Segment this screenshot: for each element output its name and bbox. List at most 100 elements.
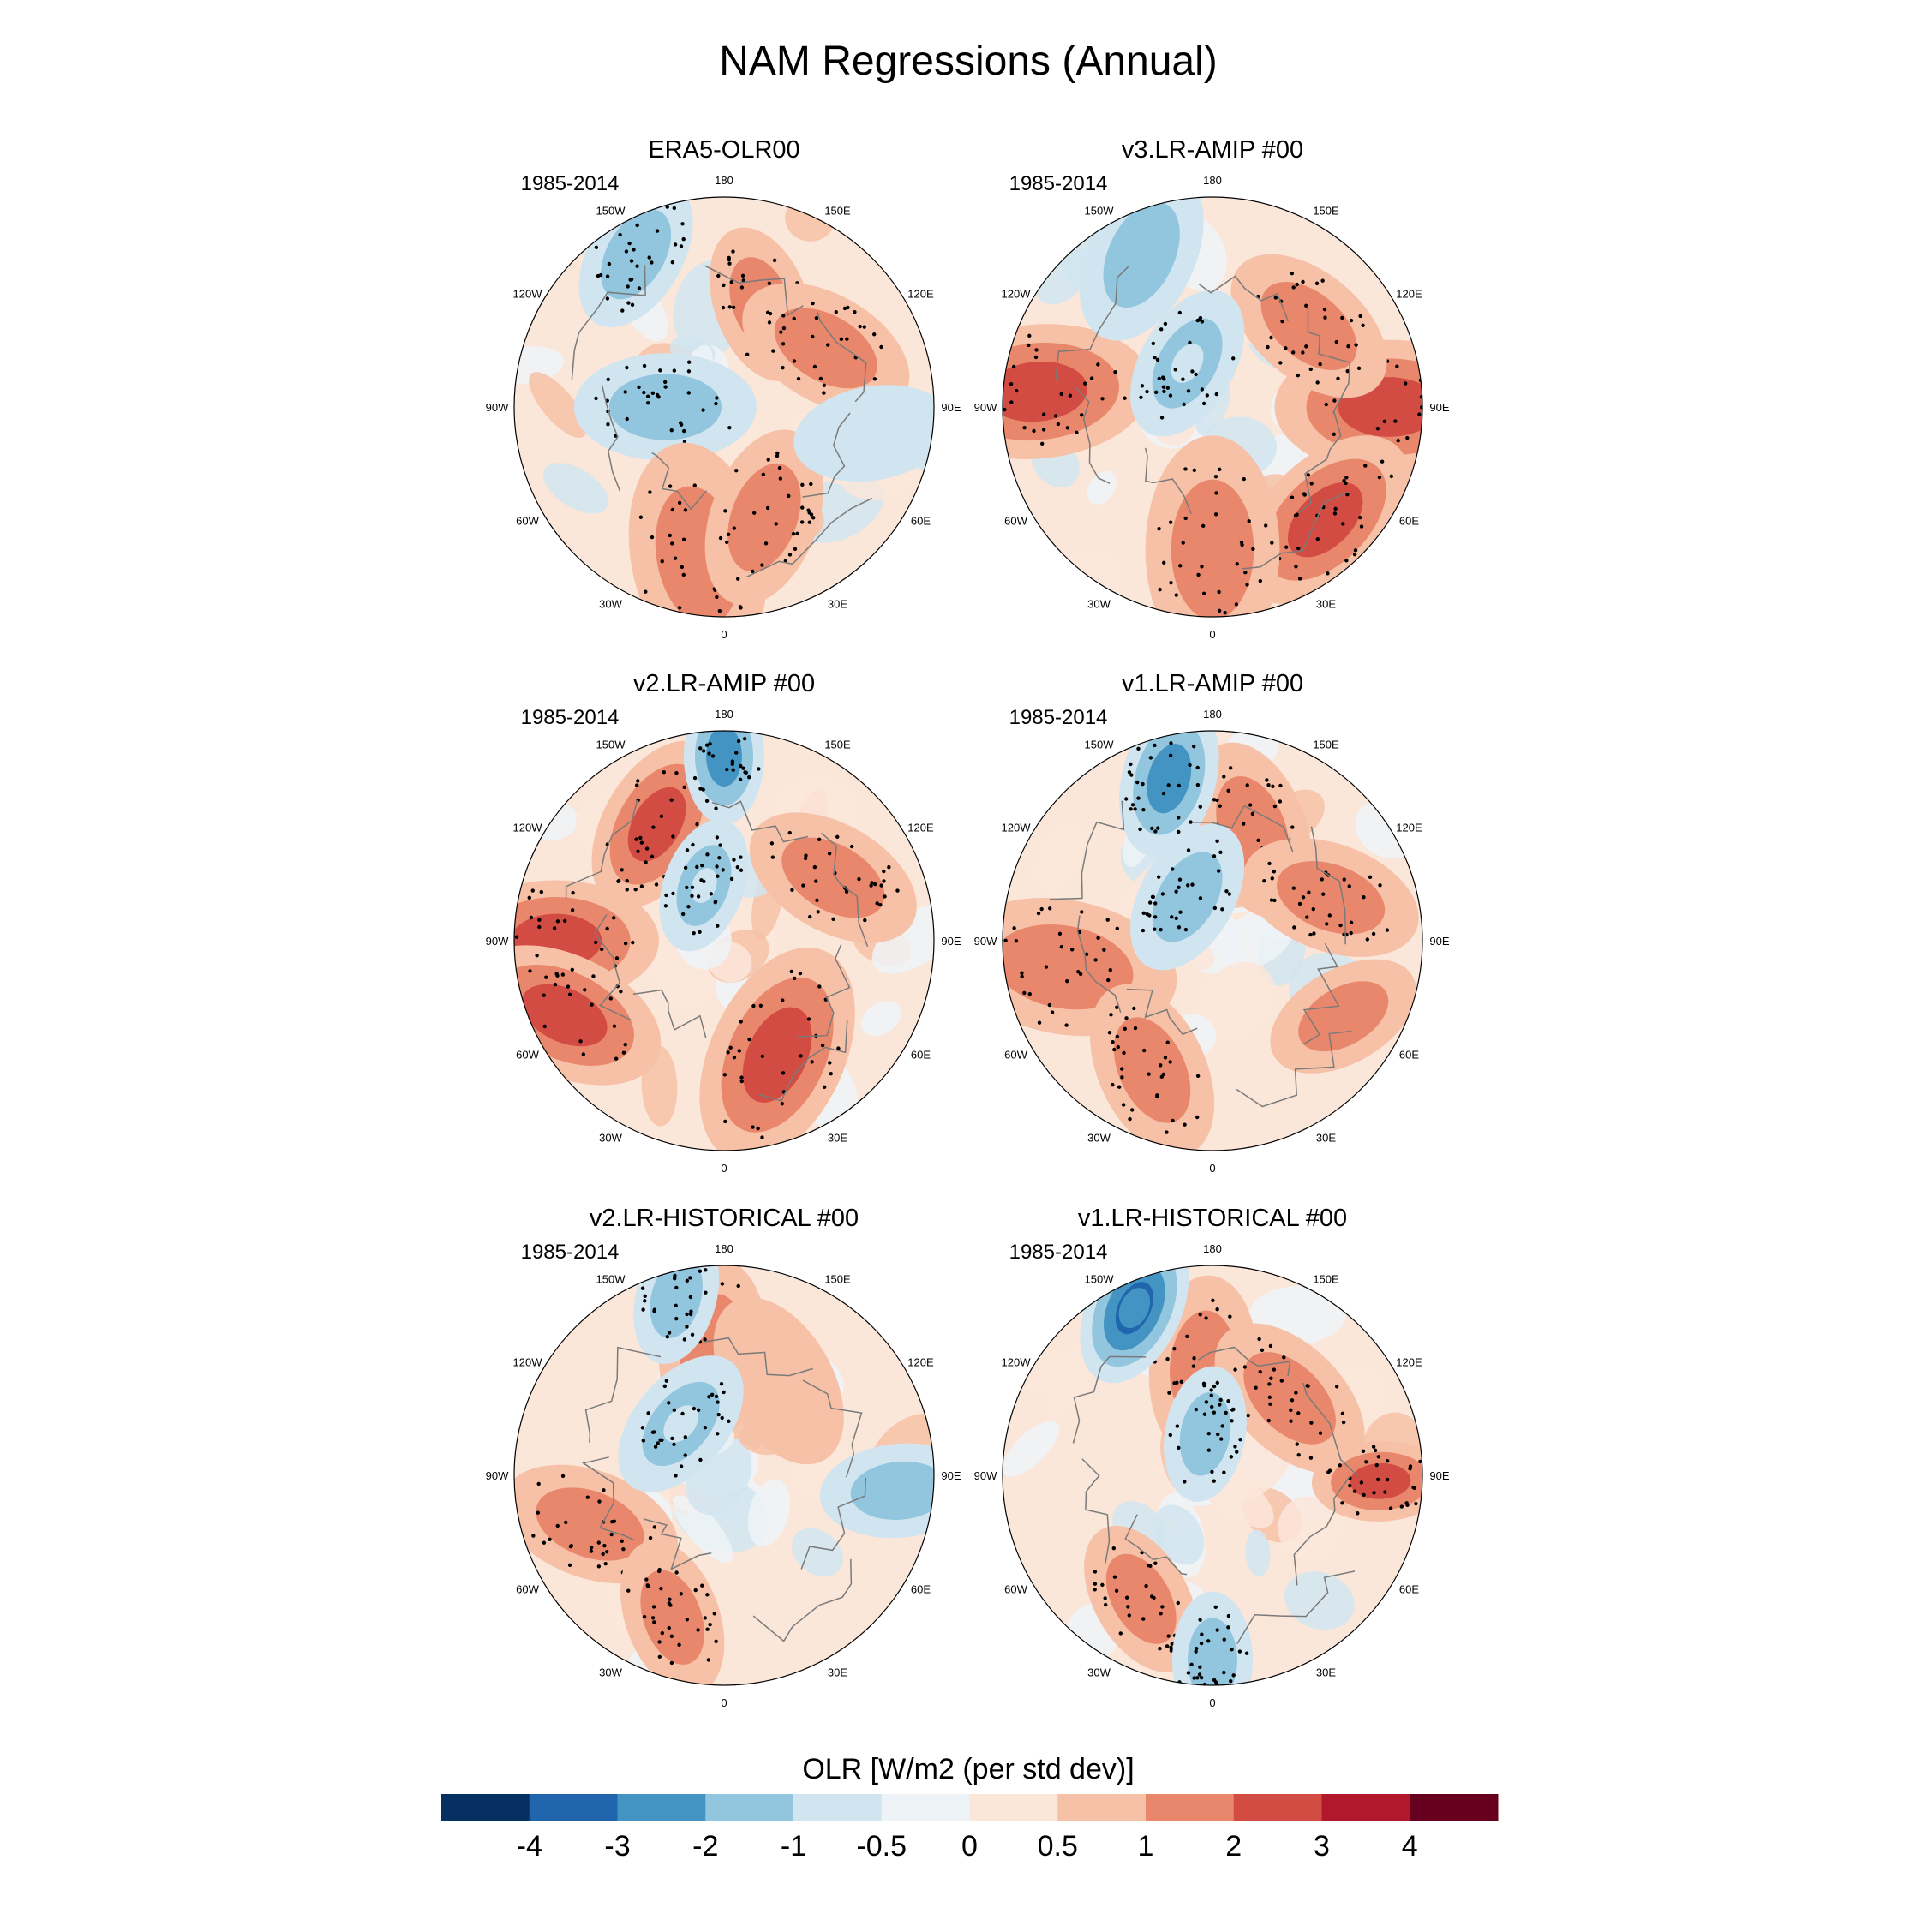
- longitude-label: 90W: [974, 1469, 997, 1482]
- significance-dot: [1174, 916, 1178, 920]
- longitude-label: 60E: [911, 1583, 931, 1596]
- significance-dot: [542, 1540, 547, 1545]
- map-panel: v3.LR-AMIP #00 1985-2014 180 150E 120E 90E 60E…: [974, 136, 1450, 641]
- significance-dot: [1198, 896, 1203, 900]
- coastline: [584, 1346, 662, 1443]
- significance-dot: [770, 855, 775, 859]
- significance-dot: [685, 1325, 689, 1329]
- significance-dot: [1269, 1376, 1273, 1380]
- longitude-label: 90E: [941, 935, 961, 948]
- significance-dot: [1182, 402, 1186, 407]
- significance-dot: [742, 737, 747, 741]
- colorbar-tick-label: 1: [1138, 1830, 1154, 1863]
- significance-dot: [589, 1549, 594, 1553]
- significance-dot: [1050, 1010, 1055, 1014]
- significance-dot: [846, 305, 850, 310]
- significance-dot: [1321, 892, 1326, 896]
- significance-dot: [831, 917, 835, 921]
- significance-dot: [653, 1445, 658, 1449]
- significance-dot: [1215, 839, 1219, 844]
- significance-dot: [1307, 890, 1311, 894]
- significance-dot: [1388, 1506, 1393, 1510]
- significance-dot: [1377, 475, 1382, 480]
- significance-dot: [669, 1660, 674, 1666]
- coastlines: [565, 799, 869, 1102]
- significance-dot: [652, 1272, 656, 1277]
- significance-dot: [1347, 884, 1351, 888]
- significance-dot: [681, 572, 686, 577]
- significance-dot: [1344, 559, 1349, 563]
- significance-dot: [701, 408, 705, 412]
- significance-dot: [1159, 1612, 1163, 1616]
- anomaly-core: [711, 738, 737, 775]
- significance-dot: [1340, 1411, 1345, 1416]
- anomaly-core: [657, 1596, 688, 1638]
- significance-dot: [1176, 1600, 1180, 1606]
- significance-dot: [704, 1290, 708, 1295]
- significance-dot: [606, 422, 610, 427]
- significance-dot: [739, 868, 744, 872]
- colorbar-swatch: [881, 1794, 970, 1821]
- significance-dot: [1040, 441, 1045, 446]
- significance-dot: [685, 1265, 689, 1269]
- significance-dot: [716, 1412, 721, 1417]
- longitude-label: 120E: [1396, 822, 1422, 834]
- significance-dot: [528, 969, 532, 973]
- coastline: [1307, 305, 1351, 414]
- colorbar-tick-label: -1: [781, 1830, 806, 1863]
- significance-dot: [1342, 877, 1346, 882]
- significance-dot: [555, 1523, 560, 1528]
- significance-dot: [1323, 315, 1327, 320]
- significance-dot: [1226, 788, 1230, 793]
- significance-dot: [717, 608, 722, 613]
- significance-dot: [659, 202, 663, 206]
- significance-dot: [789, 969, 793, 974]
- significance-dot: [623, 1042, 627, 1047]
- significance-dot: [614, 956, 620, 960]
- panel-title: v2.LR-HISTORICAL #00: [590, 1205, 859, 1232]
- significance-dot: [662, 380, 668, 385]
- background-blob: [1245, 1529, 1271, 1577]
- significance-dot: [672, 1408, 677, 1413]
- longitude-label: 120W: [513, 822, 543, 834]
- significance-dot: [1169, 580, 1173, 585]
- coastline: [1298, 411, 1342, 514]
- significance-dot: [1163, 1056, 1168, 1060]
- significance-dot: [1237, 1649, 1242, 1654]
- significance-dot: [1044, 965, 1049, 969]
- significance-dot: [801, 883, 805, 888]
- longitude-label: 30E: [1316, 597, 1336, 610]
- significance-dot: [656, 1441, 660, 1445]
- significance-dot: [1206, 1431, 1211, 1436]
- anomaly-core: [538, 995, 590, 1036]
- significance-dot: [816, 910, 820, 914]
- coastline: [797, 944, 851, 1038]
- significance-dot: [741, 708, 745, 711]
- significance-dot: [1320, 877, 1324, 882]
- colorbar-swatch: [1057, 1794, 1147, 1821]
- significance-dot: [1168, 520, 1173, 524]
- coastline: [1124, 1514, 1188, 1576]
- significance-dot: [1136, 796, 1141, 800]
- significance-dot: [1231, 1673, 1236, 1678]
- significance-dot: [667, 1266, 671, 1271]
- panel-title: v1.LR-AMIP #00: [1122, 670, 1303, 697]
- significance-dot: [1435, 381, 1439, 385]
- significance-dot: [669, 428, 674, 433]
- significance-dot: [696, 894, 701, 899]
- significance-dot: [655, 229, 660, 233]
- significance-dot: [1154, 724, 1158, 727]
- significance-dot: [756, 1126, 760, 1131]
- longitude-label: 0: [1209, 1696, 1215, 1709]
- significance-dot: [685, 1278, 690, 1283]
- coastline: [821, 832, 869, 947]
- significance-dot: [1107, 1030, 1112, 1035]
- significance-dot: [1301, 279, 1305, 284]
- significance-dot: [616, 879, 620, 883]
- significance-dot: [662, 1384, 668, 1389]
- significance-dot: [629, 277, 634, 282]
- significance-dot: [1247, 519, 1251, 523]
- significance-dot: [1220, 907, 1224, 912]
- significance-dot: [650, 260, 654, 265]
